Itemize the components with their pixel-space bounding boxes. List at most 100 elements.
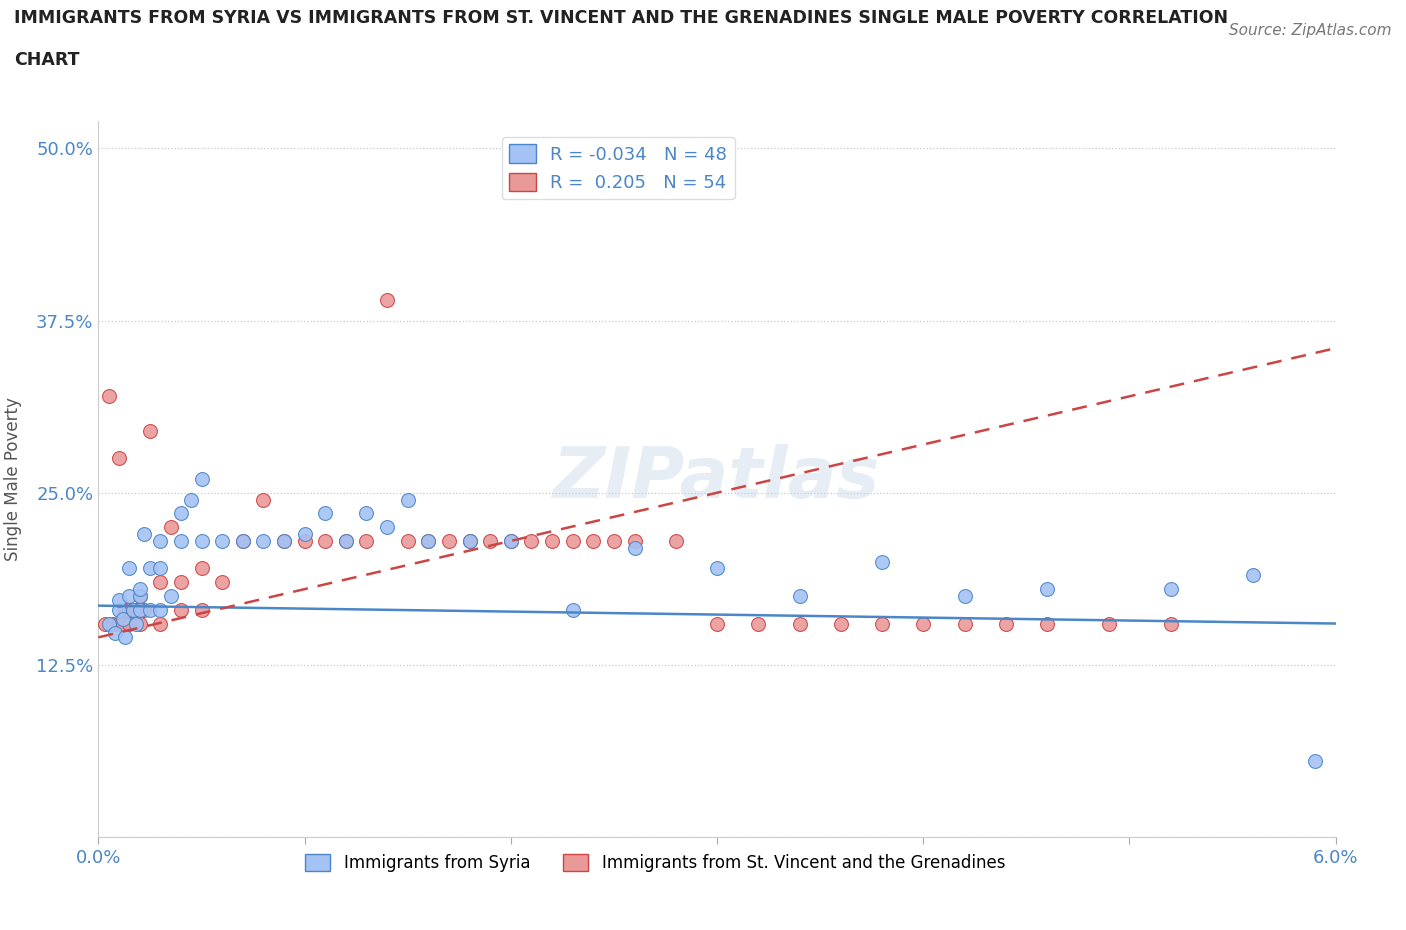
Point (418, 534, 440, 549)
Point (149, 616, 172, 631)
Point (118, 561, 141, 576)
Point (108, 451, 131, 466)
Point (499, 534, 522, 549)
Point (190, 561, 212, 576)
Point (128, 589, 150, 604)
Point (97, 389, 120, 404)
Point (789, 589, 811, 604)
Point (375, 293, 398, 308)
Point (118, 589, 141, 604)
Point (159, 520, 181, 535)
Point (1241, 568, 1264, 583)
Point (128, 603, 150, 618)
Point (396, 534, 419, 549)
Point (190, 472, 212, 486)
Point (1098, 616, 1121, 631)
Point (124, 616, 146, 631)
Point (314, 534, 336, 549)
Text: IMMIGRANTS FROM SYRIA VS IMMIGRANTS FROM ST. VINCENT AND THE GRENADINES SINGLE M: IMMIGRANTS FROM SYRIA VS IMMIGRANTS FROM… (14, 9, 1229, 27)
Point (211, 534, 233, 549)
Point (335, 534, 357, 549)
Point (789, 616, 811, 631)
Point (170, 575, 193, 590)
Point (132, 526, 155, 541)
Point (170, 534, 193, 549)
Legend: Immigrants from Syria, Immigrants from St. Vincent and the Grenadines: Immigrants from Syria, Immigrants from S… (298, 847, 1012, 879)
Point (149, 575, 172, 590)
Point (252, 534, 274, 549)
Point (294, 526, 316, 541)
Point (114, 603, 136, 618)
Point (128, 581, 150, 596)
Point (232, 534, 254, 549)
Point (335, 534, 357, 549)
Point (1303, 754, 1326, 769)
Point (870, 554, 893, 569)
Point (124, 603, 146, 618)
Point (1160, 581, 1182, 596)
Point (139, 561, 162, 576)
Point (912, 616, 935, 631)
Point (211, 575, 233, 590)
Point (118, 603, 141, 618)
Point (149, 603, 172, 618)
Point (665, 534, 688, 549)
Point (994, 616, 1017, 631)
Point (273, 534, 295, 549)
Point (118, 616, 141, 631)
Point (561, 603, 583, 618)
Point (953, 616, 976, 631)
Point (180, 492, 202, 507)
Point (582, 534, 605, 549)
Point (356, 534, 378, 549)
Point (870, 616, 893, 631)
Point (128, 616, 150, 631)
Point (623, 534, 645, 549)
Text: Source: ZipAtlas.com: Source: ZipAtlas.com (1229, 23, 1392, 38)
Point (396, 492, 419, 507)
Point (541, 534, 564, 549)
Point (418, 534, 440, 549)
Point (479, 534, 502, 549)
Point (128, 589, 150, 604)
Point (273, 534, 295, 549)
Point (132, 603, 155, 618)
Point (561, 534, 583, 549)
Point (232, 534, 254, 549)
Point (1160, 616, 1182, 631)
Point (122, 603, 145, 618)
Point (706, 616, 728, 631)
Point (139, 423, 162, 438)
Point (458, 534, 481, 549)
Point (1036, 616, 1059, 631)
Point (294, 534, 316, 549)
Point (603, 534, 626, 549)
Point (190, 534, 212, 549)
Point (93, 616, 115, 631)
Point (706, 561, 728, 576)
Point (112, 612, 135, 627)
Point (520, 534, 543, 549)
Point (170, 603, 193, 618)
Point (747, 616, 769, 631)
Point (149, 534, 172, 549)
Point (190, 603, 212, 618)
Point (108, 616, 131, 631)
Point (252, 492, 274, 507)
Point (112, 616, 135, 631)
Point (149, 561, 172, 576)
Point (101, 616, 124, 631)
Point (170, 506, 193, 521)
Point (830, 616, 852, 631)
Point (437, 534, 460, 549)
Text: CHART: CHART (14, 51, 80, 69)
Y-axis label: Single Male Poverty: Single Male Poverty (4, 397, 22, 561)
Point (97, 616, 120, 631)
Point (108, 603, 131, 618)
Point (499, 534, 522, 549)
Point (458, 534, 481, 549)
Point (114, 630, 136, 644)
Point (159, 589, 181, 604)
Text: ZIPatlas: ZIPatlas (554, 445, 880, 513)
Point (375, 520, 398, 535)
